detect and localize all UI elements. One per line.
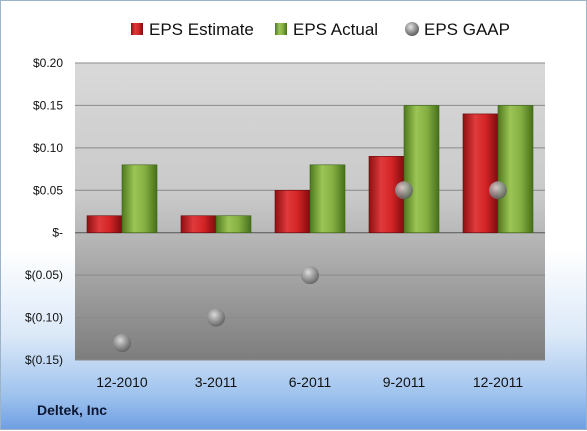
actual-bar — [215, 215, 252, 234]
x-tick-label: 3-2011 — [195, 374, 238, 390]
legend-label: EPS Estimate — [149, 20, 254, 39]
actual-bar — [121, 164, 158, 234]
y-tick-label: $0.15 — [33, 98, 63, 112]
estimate-bar — [274, 189, 311, 234]
gaap-point — [207, 308, 225, 327]
y-tick-label: $0.05 — [33, 183, 63, 197]
gaap-point — [301, 266, 319, 285]
estimate-bar — [180, 215, 217, 234]
estimate-bar — [462, 113, 499, 234]
y-axis-ticks: $0.20 $0.15 $0.10 $0.05 $- $(0.05) $(0.10) $(0.… — [25, 56, 63, 367]
gaap-points — [113, 181, 507, 353]
y-tick-label: $0.10 — [33, 141, 63, 155]
legend-swatch — [275, 23, 287, 35]
actual-bar — [497, 105, 534, 234]
x-tick-label: 6-2011 — [289, 374, 332, 390]
gaap-point — [489, 181, 507, 200]
y-tick-label: $(0.10) — [25, 311, 63, 325]
legend: EPS Estimate EPS Actual EPS GAAP — [131, 20, 510, 39]
gaap-point — [395, 181, 413, 200]
x-tick-label: 9-2011 — [383, 374, 426, 390]
x-tick-label: 12-2010 — [96, 374, 148, 390]
estimate-bar — [86, 215, 123, 234]
y-tick-label: $(0.05) — [25, 268, 63, 282]
legend-label: EPS GAAP — [424, 20, 510, 39]
legend-label: EPS Actual — [293, 20, 378, 39]
y-tick-label: $(0.15) — [25, 353, 63, 367]
x-axis-ticks: 12-2010 3-2011 6-2011 9-2011 12-2011 — [96, 374, 523, 390]
actual-bar — [403, 105, 440, 234]
bars — [86, 105, 534, 234]
x-tick-label: 12-2011 — [473, 374, 524, 390]
legend-swatch — [131, 23, 143, 35]
legend-swatch — [405, 22, 419, 36]
y-tick-label: $0.20 — [33, 56, 63, 70]
actual-bar — [309, 164, 346, 234]
company-name: Deltek, Inc — [37, 402, 108, 418]
y-tick-label: $- — [52, 226, 63, 240]
gaap-point — [113, 334, 131, 353]
